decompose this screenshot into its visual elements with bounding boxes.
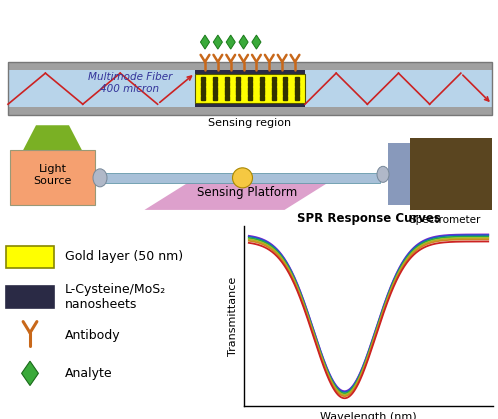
Bar	[195, 103, 305, 107]
Text: Spectrometer: Spectrometer	[409, 215, 481, 225]
Bar	[6, 286, 54, 308]
X-axis label: Wavelength (nm): Wavelength (nm)	[320, 412, 417, 419]
Y-axis label: Transmittance: Transmittance	[229, 277, 239, 356]
Text: Gold layer (50 nm): Gold layer (50 nm)	[65, 250, 183, 263]
Bar	[8, 62, 492, 115]
Text: Sensing Platform: Sensing Platform	[197, 186, 298, 199]
Bar	[8, 107, 492, 115]
Bar	[410, 138, 492, 210]
Bar	[195, 74, 305, 103]
Bar	[8, 62, 492, 70]
Polygon shape	[201, 35, 210, 49]
Text: Sensing region: Sensing region	[209, 118, 291, 128]
Ellipse shape	[377, 166, 389, 182]
Text: Light
Source: Light Source	[33, 164, 72, 186]
Polygon shape	[144, 175, 341, 210]
Polygon shape	[213, 35, 223, 49]
Bar	[8, 70, 492, 107]
Polygon shape	[226, 35, 235, 49]
Bar	[6, 246, 54, 268]
Bar	[10, 150, 95, 205]
Text: Analyte: Analyte	[65, 367, 113, 380]
Bar	[388, 143, 410, 205]
Text: Multimode Fiber
400 micron: Multimode Fiber 400 micron	[88, 72, 172, 94]
Polygon shape	[252, 35, 261, 49]
Bar	[105, 173, 380, 183]
Polygon shape	[239, 35, 248, 49]
Title: SPR Response Curves: SPR Response Curves	[297, 212, 440, 225]
Text: Antibody: Antibody	[65, 329, 121, 342]
Ellipse shape	[93, 169, 107, 187]
Polygon shape	[23, 125, 82, 150]
Polygon shape	[21, 361, 38, 385]
Ellipse shape	[233, 168, 252, 188]
Bar	[195, 70, 305, 74]
Text: L-Cysteine/MoS₂
nanosheets: L-Cysteine/MoS₂ nanosheets	[65, 283, 166, 311]
